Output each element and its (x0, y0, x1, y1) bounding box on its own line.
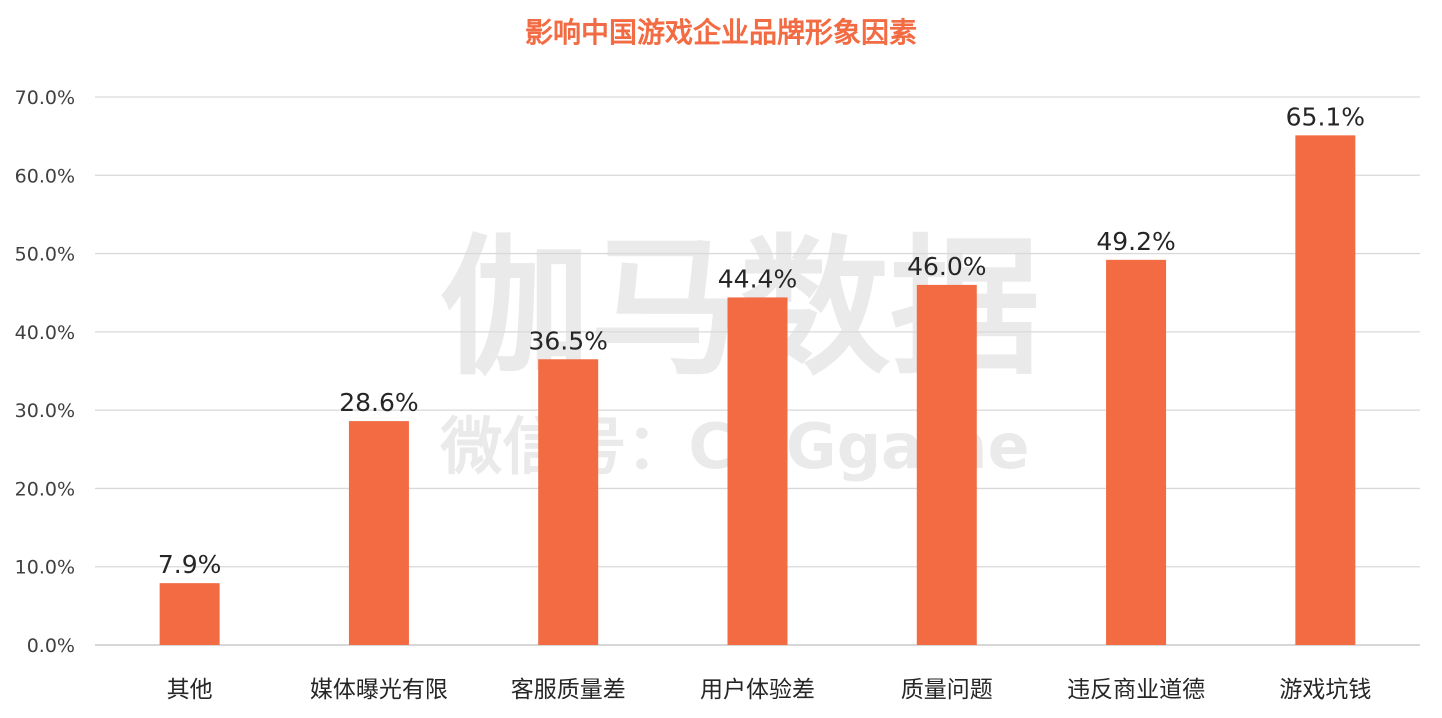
y-tick-label: 50.0% (15, 244, 75, 266)
bar (1106, 259, 1167, 645)
bars (159, 135, 1356, 646)
chart-title: 影响中国游戏企业品牌形象因素 (525, 16, 917, 49)
x-tick-label: 其他 (167, 677, 213, 703)
x-tick-label: 游戏坑钱 (1279, 677, 1371, 703)
data-label: 36.5% (529, 326, 608, 355)
y-axis-ticks: 0.0% 10.0% 20.0% 30.0% 40.0% 50.0% 60.0% 70.0% (15, 87, 75, 657)
y-tick-label: 10.0% (15, 557, 75, 579)
data-label: 7.9% (158, 550, 222, 579)
x-tick-label: 客服质量差 (511, 677, 626, 703)
x-axis-ticks: 其他 媒体曝光有限 客服质量差 用户体验差 质量问题 违反商业道德 游戏坑钱 (167, 677, 1372, 703)
data-label: 44.4% (718, 264, 797, 293)
y-tick-label: 60.0% (15, 165, 75, 187)
x-tick-label: 媒体曝光有限 (310, 677, 448, 703)
x-tick-label: 用户体验差 (700, 677, 815, 703)
bar (159, 583, 220, 645)
bar (1295, 135, 1356, 646)
data-label: 46.0% (907, 252, 986, 281)
x-tick-label: 质量问题 (901, 677, 993, 703)
data-label: 28.6% (339, 388, 418, 417)
bar (727, 297, 788, 645)
data-label: 49.2% (1096, 227, 1175, 256)
y-tick-label: 40.0% (15, 322, 75, 344)
y-tick-label: 20.0% (15, 478, 75, 500)
y-tick-label: 30.0% (15, 400, 75, 422)
bar (538, 359, 599, 645)
y-tick-label: 0.0% (27, 635, 75, 657)
bar (348, 421, 409, 645)
data-label: 65.1% (1286, 102, 1365, 131)
x-tick-label: 违反商业道德 (1067, 677, 1205, 703)
bar (916, 284, 977, 645)
y-tick-label: 70.0% (15, 87, 75, 109)
data-labels: 7.9% 28.6% 36.5% 44.4% 46.0% 49.2% 65.1% (158, 102, 1365, 579)
